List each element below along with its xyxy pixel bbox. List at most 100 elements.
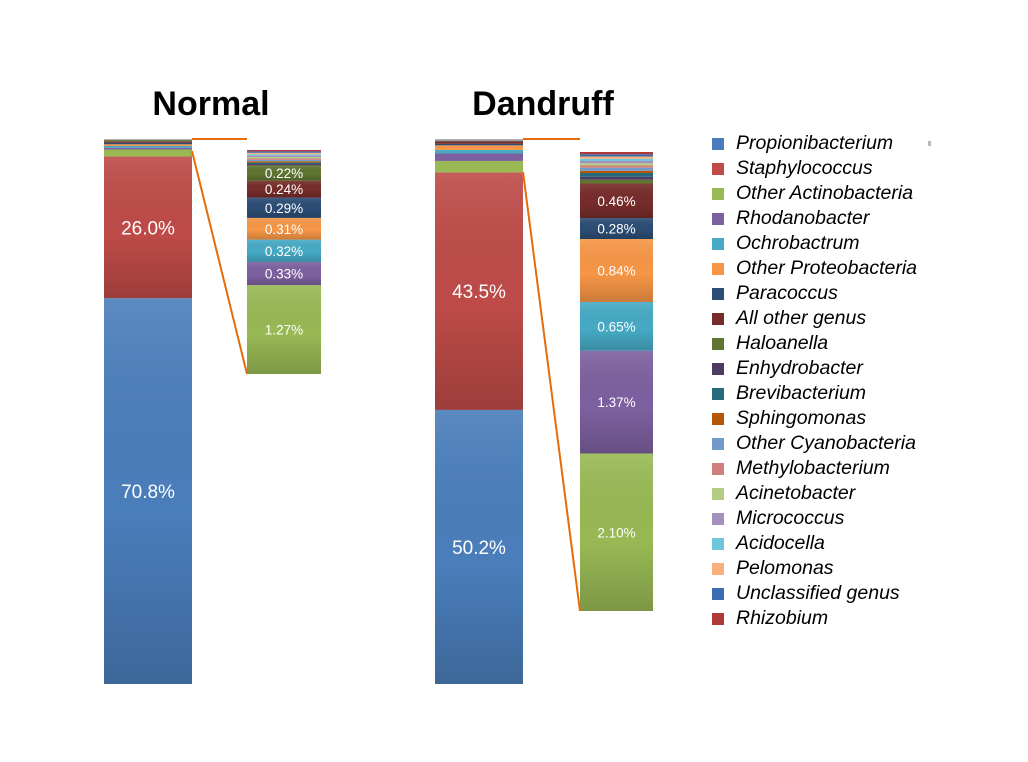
legend-item: Brevibacterium <box>712 381 1012 406</box>
dandruff-main-segment-all-other-genus <box>435 141 523 144</box>
legend-item: Micrococcus <box>712 506 1012 531</box>
dandruff-inset-label-all-other-genus: 0.46% <box>597 194 635 209</box>
legend-label: Other Actinobacteria <box>736 182 914 204</box>
normal-main-segment-shade-staphylococcus <box>104 156 192 299</box>
legend-label: Ochrobactrum <box>736 232 860 254</box>
normal-inset-segment-enhydrobacter <box>247 164 321 166</box>
normal-inset-segment-sphingomonas <box>247 161 321 163</box>
legend-label: Paracoccus <box>736 282 838 304</box>
dandruff-inset-label-ochrobactrum: 0.65% <box>597 319 635 334</box>
normal-main-segment-all-other-genus <box>104 141 192 143</box>
normal-inset-segment-rhizobium <box>247 150 321 152</box>
normal-inset-segment-methylobacterium <box>247 158 321 160</box>
normal-main-segment-other-proteobacteria <box>104 144 192 146</box>
normal-inset-segment-shade-ochrobactrum <box>247 239 321 262</box>
legend-item: Paracoccus <box>712 281 1012 306</box>
legend-swatch <box>712 412 724 425</box>
legend-label: Rhizobium <box>736 607 829 629</box>
dandruff-inset-segment-acidocella <box>580 158 653 161</box>
legend-label: All other genus <box>736 307 867 329</box>
normal-inset-label-ochrobactrum: 0.32% <box>265 244 303 259</box>
legend-item: Methylobacterium <box>712 456 1012 481</box>
normal-inset-segment-shade-other-actinobacteria <box>247 285 321 374</box>
legend-swatch <box>712 462 724 475</box>
legend-label: Sphingomonas <box>736 407 867 429</box>
legend-label: Propionibacterium <box>736 132 894 154</box>
normal-main-segment-haloanella <box>104 140 192 142</box>
legend-item: Other Cyanobacteria <box>712 431 1012 456</box>
normal-inset-segment-shade-all-other-genus <box>247 180 321 198</box>
legend: Propionibacterium Staphylococcus Other Act… <box>712 131 1012 631</box>
normal-main-label-propionibacterium: 70.8% <box>121 482 175 503</box>
dandruff-inset-segment-shade-paracoccus <box>580 218 653 239</box>
legend-swatch <box>712 137 724 150</box>
legend-item: Unclassified genus <box>712 581 1012 606</box>
dandruff-main-segment-paracoccus <box>435 143 523 146</box>
dandruff-inset-label-other-proteobacteria: 0.84% <box>597 264 635 279</box>
legend-swatch <box>712 512 724 525</box>
legend-label: Pelomonas <box>736 557 834 579</box>
normal-main-segment-shade-propionibacterium <box>104 298 192 684</box>
panel-title-dandruff: Dandruff <box>472 85 614 123</box>
normal-inset-segment-other-cyanobacteria <box>247 159 321 162</box>
dandruff-inset-segment-shade-all-other-genus <box>580 183 653 218</box>
legend-swatch <box>712 587 724 600</box>
legend-label: Unclassified genus <box>736 582 900 604</box>
dandruff-main-segment-other-actinobacteria <box>435 160 523 173</box>
legend-item: Acidocella <box>712 531 1012 556</box>
legend-swatch <box>712 312 724 325</box>
dandruff-inset-segment-acinetobacter <box>580 163 653 166</box>
dandruff-inset-segment-haloanella <box>580 179 653 184</box>
dandruff-inset-label-paracoccus: 0.28% <box>597 222 635 237</box>
legend-swatch <box>712 562 724 575</box>
legend-label: Acidocella <box>736 532 825 554</box>
dandruff-main-label-propionibacterium: 50.2% <box>452 538 506 559</box>
dandruff-inset-segment-shade-ochrobactrum <box>580 302 653 351</box>
legend-label: Acinetobacter <box>736 482 856 504</box>
dandruff-main-segment-ochrobactrum <box>435 149 523 154</box>
legend-item: Propionibacterium <box>712 131 1012 156</box>
dandruff-inset-segment-micrococcus <box>580 161 653 164</box>
dandruff-inset-segment-rhizobium <box>580 152 653 155</box>
legend-item: All other genus <box>712 306 1012 331</box>
legend-swatch <box>712 337 724 350</box>
normal-inset-segment-brevibacterium <box>247 162 321 164</box>
legend-item: Rhodanobacter <box>712 206 1012 231</box>
dandruff-inset-segment-other-cyanobacteria <box>580 167 653 171</box>
legend-marker-dot <box>928 141 931 146</box>
legend-label: Enhydrobacter <box>736 357 863 379</box>
legend-item: Other Actinobacteria <box>712 181 1012 206</box>
normal-inset-label-haloanella: 0.22% <box>265 166 303 181</box>
legend-swatch <box>712 612 724 625</box>
dandruff-main-label-staphylococcus: 43.5% <box>452 282 506 303</box>
dandruff-inset-label-rhodanobacter: 1.37% <box>597 395 635 410</box>
legend-label: Other Cyanobacteria <box>736 432 916 454</box>
dandruff-inset-segment-brevibacterium <box>580 173 653 177</box>
legend-swatch <box>712 212 724 225</box>
legend-label: Methylobacterium <box>736 457 890 479</box>
dandruff-inset-segment-shade-other-actinobacteria <box>580 453 653 611</box>
normal-zoom-connector-bottom <box>191 150 248 375</box>
dandruff-inset-label-other-actinobacteria: 2.10% <box>597 525 635 540</box>
legend-item: Rhizobium <box>712 606 1012 631</box>
normal-main-label-staphylococcus: 26.0% <box>121 218 175 239</box>
normal-inset-segment-acidocella <box>247 154 321 156</box>
panel-title-normal: Normal <box>152 85 269 123</box>
normal-main-segment-paracoccus <box>104 142 192 145</box>
normal-inset-segment-acinetobacter <box>247 157 321 159</box>
dandruff-main-segment-shade-staphylococcus <box>435 172 523 410</box>
dandruff-inset-segment-shade-rhodanobacter <box>580 350 653 454</box>
normal-inset-segment-shade-haloanella <box>247 165 321 181</box>
legend-swatch <box>712 162 724 175</box>
legend-swatch <box>712 487 724 500</box>
normal-inset-label-rhodanobacter: 0.33% <box>265 267 303 282</box>
legend-item: Ochrobactrum <box>712 231 1012 256</box>
normal-inset-segment-pelomonas <box>247 152 321 155</box>
normal-inset-segment-shade-rhodanobacter <box>247 262 321 286</box>
legend-item: Enhydrobacter <box>712 356 1012 381</box>
dandruff-main-segment-shade-propionibacterium <box>435 409 523 684</box>
legend-item: Sphingomonas <box>712 406 1012 431</box>
legend-item: Other Proteobacteria <box>712 256 1012 281</box>
normal-inset-segment-shade-paracoccus <box>247 197 321 218</box>
legend-label: Other Proteobacteria <box>736 257 918 279</box>
